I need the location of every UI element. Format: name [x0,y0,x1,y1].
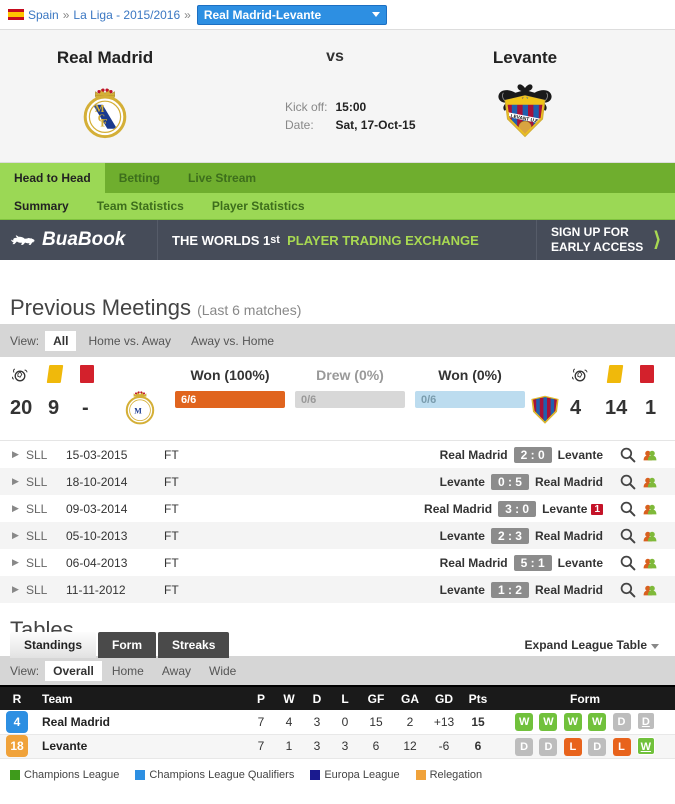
svg-text:M: M [134,406,142,415]
svg-text:C: C [98,114,105,125]
